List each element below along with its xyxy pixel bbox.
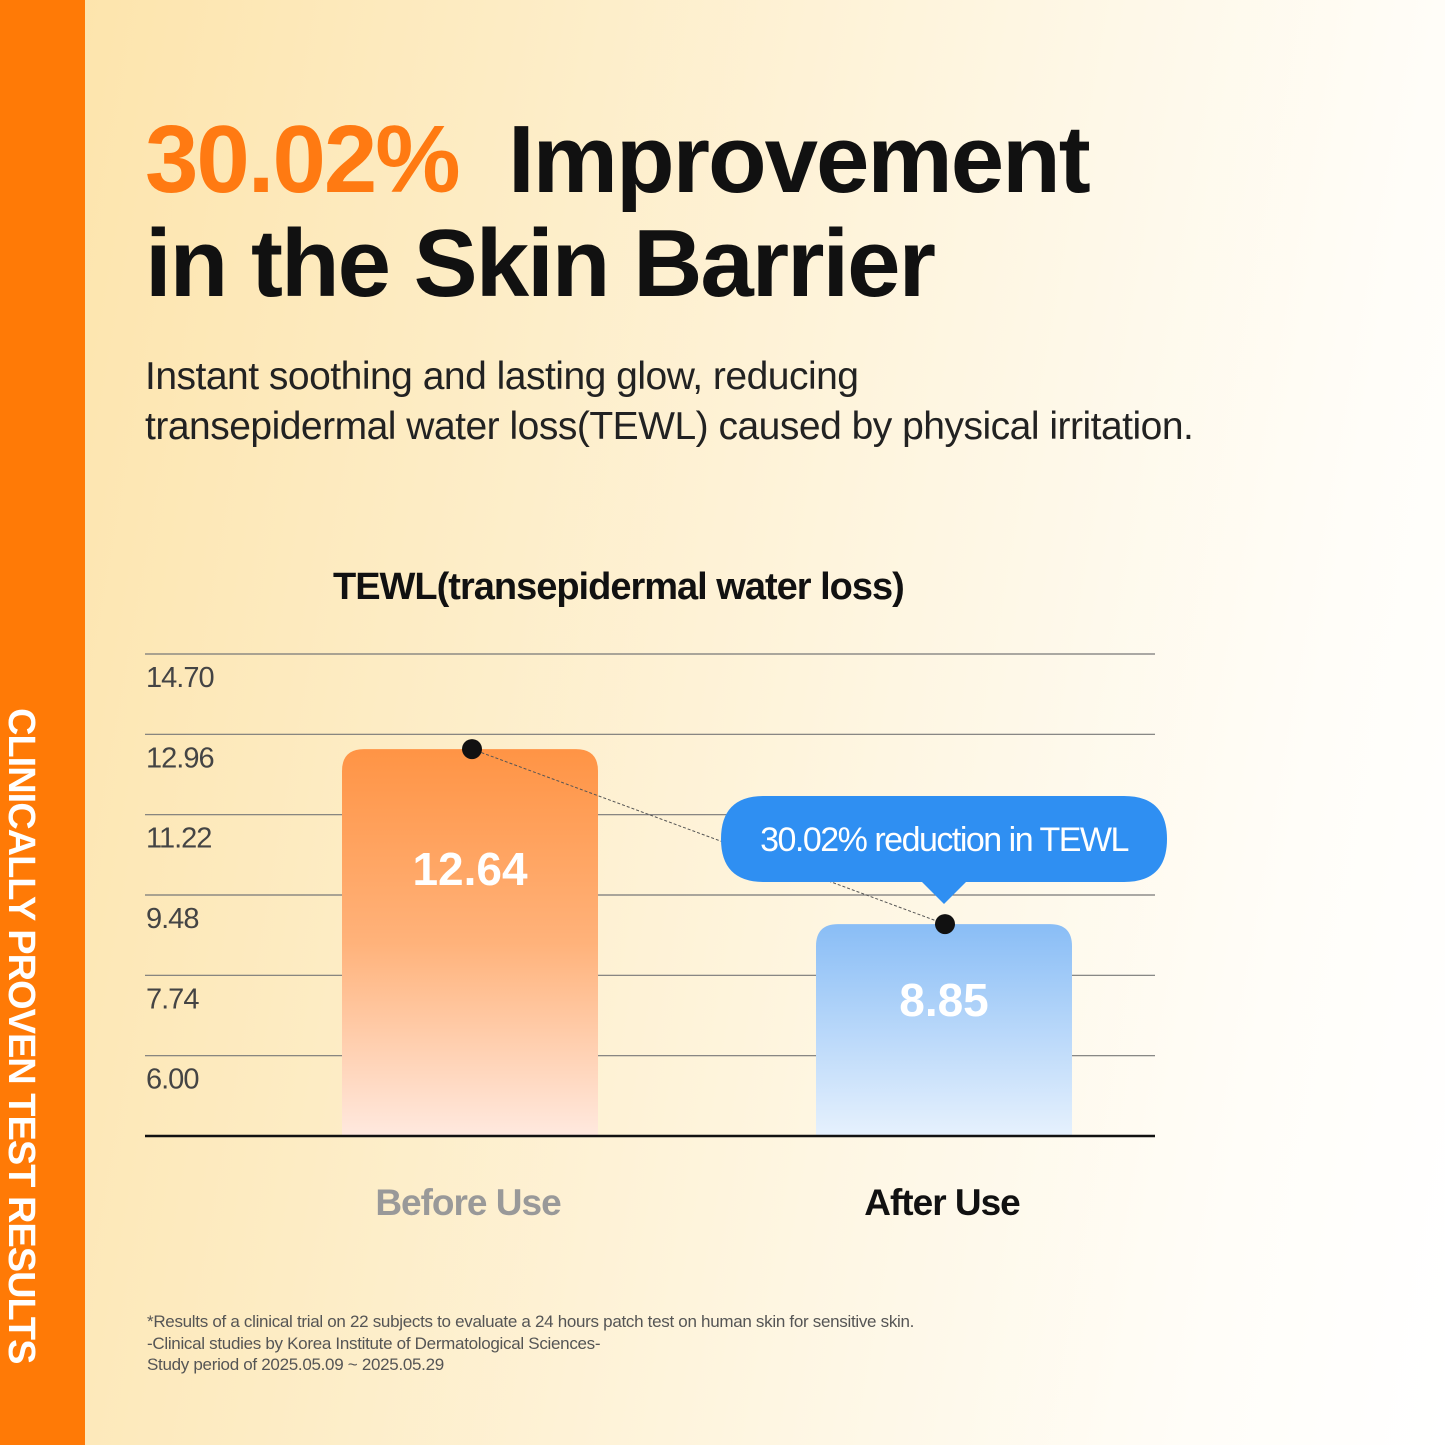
y-tick-label: 6.00 (146, 1064, 198, 1096)
y-tick-label: 14.70 (146, 662, 214, 694)
footnote-line: -Clinical studies by Korea Institute of … (147, 1333, 601, 1353)
bar-after (816, 924, 1072, 1136)
headline: 30.02% Improvement in the Skin Barrier (145, 106, 1091, 317)
data-point (935, 914, 955, 935)
bar-value-label: 12.64 (412, 843, 528, 895)
callout-text: 30.02% reduction in TEWL (760, 821, 1128, 859)
trend-line (471, 748, 946, 925)
category-label: After Use (864, 1182, 1020, 1223)
footnote-line: Study period of 2025.05.09 ~ 2025.05.29 (147, 1355, 444, 1374)
y-tick-label: 12.96 (146, 742, 214, 774)
callout-bubble (721, 796, 1167, 904)
chart-title: TEWL(transepidermal water loss) (333, 566, 905, 608)
subtitle: Instant soothing and lasting glow, reduc… (145, 352, 1194, 452)
y-tick-label: 7.74 (146, 983, 199, 1015)
bar-before (342, 749, 598, 1136)
headline-highlight: 30.02% (145, 106, 461, 213)
side-banner: CLINICALLY PROVEN TEST RESULTS (0, 0, 85, 1445)
footnote: *Results of a clinical trial on 22 subje… (147, 1311, 914, 1376)
data-point (462, 739, 482, 760)
category-label: Before Use (375, 1182, 561, 1223)
subtitle-line: Instant soothing and lasting glow, reduc… (145, 355, 859, 398)
headline-line1: Improvement (507, 106, 1091, 213)
y-tick-label: 11.22 (146, 823, 211, 855)
y-tick-label: 9.48 (146, 903, 198, 935)
subtitle-line: transepidermal water loss(TEWL) caused b… (145, 405, 1194, 448)
headline-line2: in the Skin Barrier (145, 210, 936, 317)
footnote-line: *Results of a clinical trial on 22 subje… (147, 1312, 915, 1331)
bar-value-label: 8.85 (899, 974, 989, 1026)
